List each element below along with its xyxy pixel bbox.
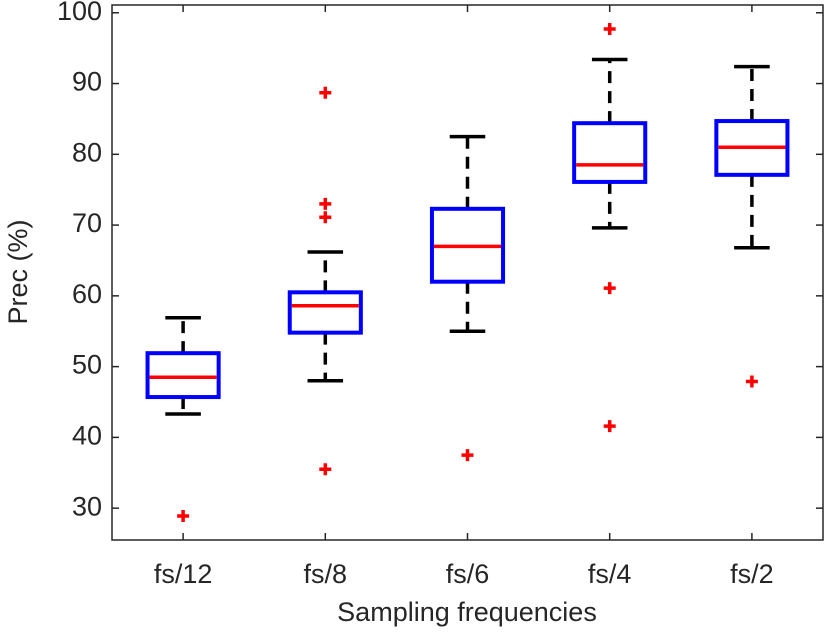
- box: [572, 121, 648, 184]
- outlier: [603, 282, 616, 295]
- outlier: [319, 463, 332, 476]
- x-axis-label: Sampling frequencies: [337, 597, 597, 627]
- outlier: [177, 509, 190, 522]
- x-tick-label: fs/12: [154, 559, 213, 589]
- x-tick-label: fs/4: [588, 559, 632, 589]
- outlier: [319, 86, 332, 99]
- y-tick-label: 50: [72, 350, 102, 380]
- y-tick-label: 80: [72, 137, 102, 167]
- outlier: [603, 23, 616, 36]
- outlier: [319, 197, 332, 210]
- box: [145, 351, 221, 400]
- outlier: [319, 211, 332, 224]
- outlier: [745, 375, 758, 388]
- y-tick-label: 60: [72, 279, 102, 309]
- x-tick-label: fs/2: [730, 559, 774, 589]
- outlier: [461, 449, 474, 462]
- outlier: [603, 420, 616, 433]
- x-tick-label: fs/6: [446, 559, 490, 589]
- box: [287, 290, 363, 335]
- x-tick-label: fs/8: [304, 559, 348, 589]
- y-axis-label: Prec (%): [3, 219, 33, 324]
- y-tick-label: 100: [57, 0, 102, 26]
- y-tick-label: 90: [72, 67, 102, 97]
- y-tick-label: 30: [72, 491, 102, 521]
- y-tick-label: 70: [72, 208, 102, 238]
- y-tick-label: 40: [72, 421, 102, 451]
